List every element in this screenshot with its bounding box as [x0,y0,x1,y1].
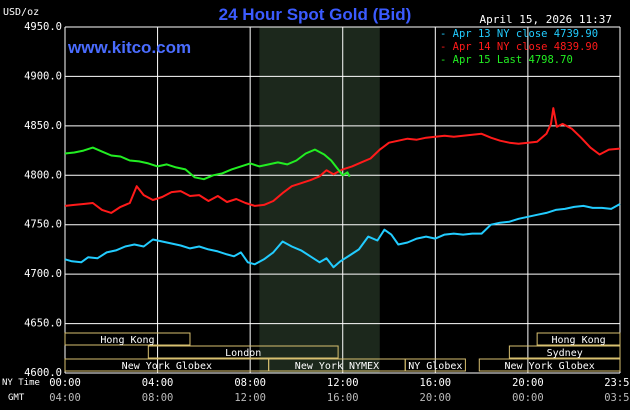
y-tick-label: 4950.0 [24,21,62,33]
chart-title: 24 Hour Spot Gold (Bid) [218,5,412,24]
nytime-label: NY Time [2,378,40,388]
legend-text: Apr 15 Last 4798.70 [452,54,573,66]
session-label: Hong Kong [100,335,154,346]
legend-text: Apr 14 NY close 4839.90 [452,41,599,53]
x-tick-label-ny: 20:00 [512,377,544,389]
session-box [536,332,621,346]
x-tick-label-ny: 08:00 [234,377,266,389]
x-tick-label-gmt: 04:00 [49,392,81,404]
legend-marker: - [440,28,453,40]
session-label: London [225,348,261,359]
session-label: New York NYMEX [295,361,379,372]
x-tick-label-gmt: 00:00 [512,392,544,404]
session-label: Sydney [547,348,583,359]
session-label: Hong Kong [551,335,605,346]
x-tick-label-gmt: 16:00 [327,392,359,404]
legend-item-apr14: - Apr 14 NY close 4839.90 [440,41,598,54]
session-box [147,345,339,359]
website-label: www.kitco.com [68,38,192,57]
session-label: New York Globex [122,361,212,372]
x-tick-label-ny: 00:00 [49,377,81,389]
y-tick-label: 4700.0 [24,268,62,280]
session-label: New York Globex [504,361,594,372]
legend-marker: - [440,54,453,66]
legend-marker: - [440,41,453,53]
session-box [508,345,621,359]
session-box [478,358,621,372]
x-tick-label-gmt: 03:59 [604,392,630,404]
nymex-shade [259,27,380,373]
x-tick-label-gmt: 08:00 [142,392,174,404]
session-box [404,358,466,372]
session-label: NY Globex [408,361,462,372]
x-tick-label-gmt: 12:00 [234,392,266,404]
units-label: USD/oz [3,7,40,18]
y-tick-label: 4900.0 [24,70,62,82]
legend-text: Apr 13 NY close 4739.90 [452,28,599,40]
x-tick-label-ny: 16:00 [420,377,452,389]
x-tick-label-ny: 23:59 [604,377,630,389]
legend-item-apr15: - Apr 15 Last 4798.70 [440,54,598,67]
y-tick-label: 4650.0 [24,318,62,330]
legend: - Apr 13 NY close 4739.90 - Apr 14 NY cl… [440,28,598,67]
y-tick-label: 4800.0 [24,169,62,181]
session-box [64,332,191,346]
legend-item-apr13: - Apr 13 NY close 4739.90 [440,28,598,41]
x-tick-label-gmt: 20:00 [420,392,452,404]
gmt-label: GMT [8,393,25,403]
y-tick-label: 4850.0 [24,120,62,132]
x-tick-label-ny: 12:00 [327,377,359,389]
series-line [64,107,621,214]
series-line [64,146,351,181]
x-tick-label-ny: 04:00 [142,377,174,389]
series-line [64,203,621,269]
y-tick-label: 4750.0 [24,219,62,231]
y-tick-label: 4600.0 [24,367,62,379]
date-time: April 15, 2026 11:37 [479,13,612,26]
